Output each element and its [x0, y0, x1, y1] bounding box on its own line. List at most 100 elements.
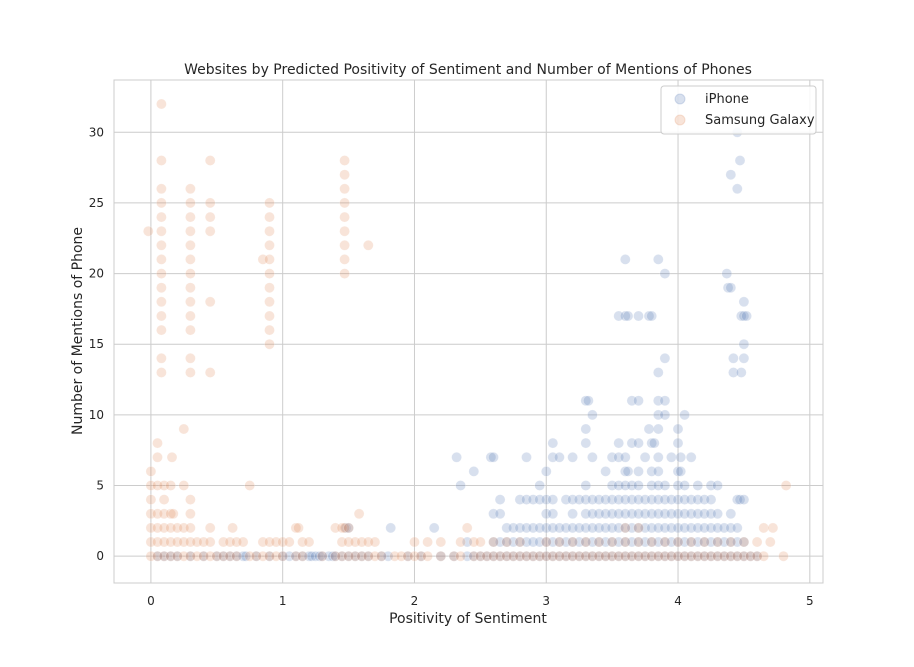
legend-box	[660, 85, 817, 135]
data-point-iphone	[277, 550, 289, 562]
data-point-samsung-galaxy	[435, 536, 447, 548]
data-point-samsung-galaxy	[277, 550, 289, 562]
y-tick-label: 5	[96, 479, 104, 493]
x-tick-label: 4	[674, 594, 682, 608]
data-point-iphone	[580, 437, 592, 449]
data-point-iphone	[718, 550, 730, 562]
data-point-samsung-galaxy	[264, 282, 275, 294]
data-point-iphone	[593, 536, 605, 548]
data-point-iphone	[283, 550, 295, 562]
data-point-samsung-galaxy	[488, 550, 499, 562]
data-point-samsung-galaxy	[593, 536, 605, 548]
data-point-iphone	[316, 550, 328, 562]
data-point-samsung-galaxy	[264, 310, 275, 322]
data-point-samsung-galaxy	[540, 536, 552, 548]
data-point-samsung-galaxy	[692, 550, 704, 562]
data-point-samsung-galaxy	[699, 536, 710, 548]
data-point-samsung-galaxy	[204, 367, 216, 378]
legend: iPhone Samsung Galaxy	[660, 85, 817, 135]
data-point-iphone	[626, 508, 638, 520]
data-point-iphone	[514, 550, 526, 562]
data-point-iphone	[547, 494, 559, 505]
data-point-iphone	[303, 550, 315, 562]
data-point-iphone	[705, 508, 717, 520]
data-point-samsung-galaxy	[264, 254, 275, 265]
data-point-iphone	[675, 466, 687, 477]
data-point-iphone	[622, 310, 634, 322]
data-points	[143, 98, 792, 562]
data-point-samsung-galaxy	[227, 522, 238, 534]
data-point-iphone	[507, 522, 519, 534]
data-point-iphone	[646, 494, 658, 505]
data-point-samsung-galaxy	[168, 508, 179, 520]
data-point-iphone	[666, 536, 677, 548]
data-point-samsung-galaxy	[198, 536, 209, 548]
data-point-iphone	[735, 367, 747, 378]
data-point-samsung-galaxy	[143, 225, 154, 237]
data-point-samsung-galaxy	[270, 536, 282, 548]
data-point-iphone	[613, 437, 625, 449]
data-point-samsung-galaxy	[156, 268, 167, 279]
data-point-samsung-galaxy	[185, 240, 196, 251]
data-point-iphone	[679, 536, 690, 548]
data-point-samsung-galaxy	[567, 550, 578, 562]
data-point-samsung-galaxy	[455, 536, 466, 548]
data-point-samsung-galaxy	[330, 522, 341, 534]
x-axis-label: Positivity of Sentiment	[389, 611, 547, 627]
data-point-iphone	[741, 310, 752, 322]
data-point-iphone	[158, 550, 170, 562]
data-point-samsung-galaxy	[145, 480, 157, 491]
data-point-iphone	[652, 409, 664, 421]
data-point-samsung-galaxy	[448, 550, 460, 562]
data-point-iphone	[659, 480, 671, 491]
data-point-iphone	[606, 451, 618, 463]
data-point-samsung-galaxy	[165, 550, 176, 562]
data-point-iphone	[619, 254, 631, 265]
data-point-samsung-galaxy	[152, 536, 163, 548]
data-point-iphone	[728, 367, 739, 378]
data-point-samsung-galaxy	[156, 282, 167, 294]
data-point-iphone	[583, 395, 594, 407]
data-point-iphone	[455, 480, 466, 491]
data-point-iphone	[521, 536, 532, 548]
data-point-iphone	[613, 536, 625, 548]
data-point-samsung-galaxy	[185, 197, 196, 209]
legend-label-iphone: iPhone	[705, 92, 749, 107]
data-point-samsung-galaxy	[780, 480, 792, 491]
data-point-iphone	[521, 451, 532, 463]
data-point-iphone	[718, 522, 730, 534]
data-point-iphone	[587, 494, 598, 505]
data-point-samsung-galaxy	[237, 536, 249, 548]
data-point-iphone	[494, 508, 506, 520]
x-tick-label: 5	[806, 594, 814, 608]
data-point-iphone	[712, 550, 723, 562]
data-point-iphone	[560, 550, 572, 562]
data-point-samsung-galaxy	[619, 536, 631, 548]
data-point-iphone	[679, 508, 690, 520]
data-point-iphone	[699, 536, 710, 548]
data-point-iphone	[461, 550, 473, 562]
data-point-iphone	[619, 536, 631, 548]
data-point-samsung-galaxy	[501, 550, 513, 562]
data-point-samsung-galaxy	[185, 282, 196, 294]
data-point-iphone	[734, 155, 746, 166]
data-point-iphone	[540, 550, 552, 562]
data-point-samsung-galaxy	[145, 494, 157, 505]
data-point-samsung-galaxy	[156, 324, 167, 336]
data-point-iphone	[672, 508, 684, 520]
data-point-iphone	[587, 508, 598, 520]
data-point-iphone	[580, 395, 592, 407]
data-point-iphone	[699, 550, 710, 562]
data-point-iphone	[152, 550, 163, 562]
data-point-samsung-galaxy	[264, 338, 275, 350]
data-point-samsung-galaxy	[231, 550, 242, 562]
data-point-samsung-galaxy	[185, 310, 196, 322]
data-point-iphone	[593, 522, 605, 534]
data-point-samsung-galaxy	[257, 550, 269, 562]
data-point-iphone	[494, 550, 506, 562]
data-point-iphone	[718, 536, 730, 548]
data-point-samsung-galaxy	[679, 550, 690, 562]
data-point-iphone	[633, 310, 644, 322]
data-point-iphone	[619, 522, 631, 534]
data-point-iphone	[343, 522, 354, 534]
